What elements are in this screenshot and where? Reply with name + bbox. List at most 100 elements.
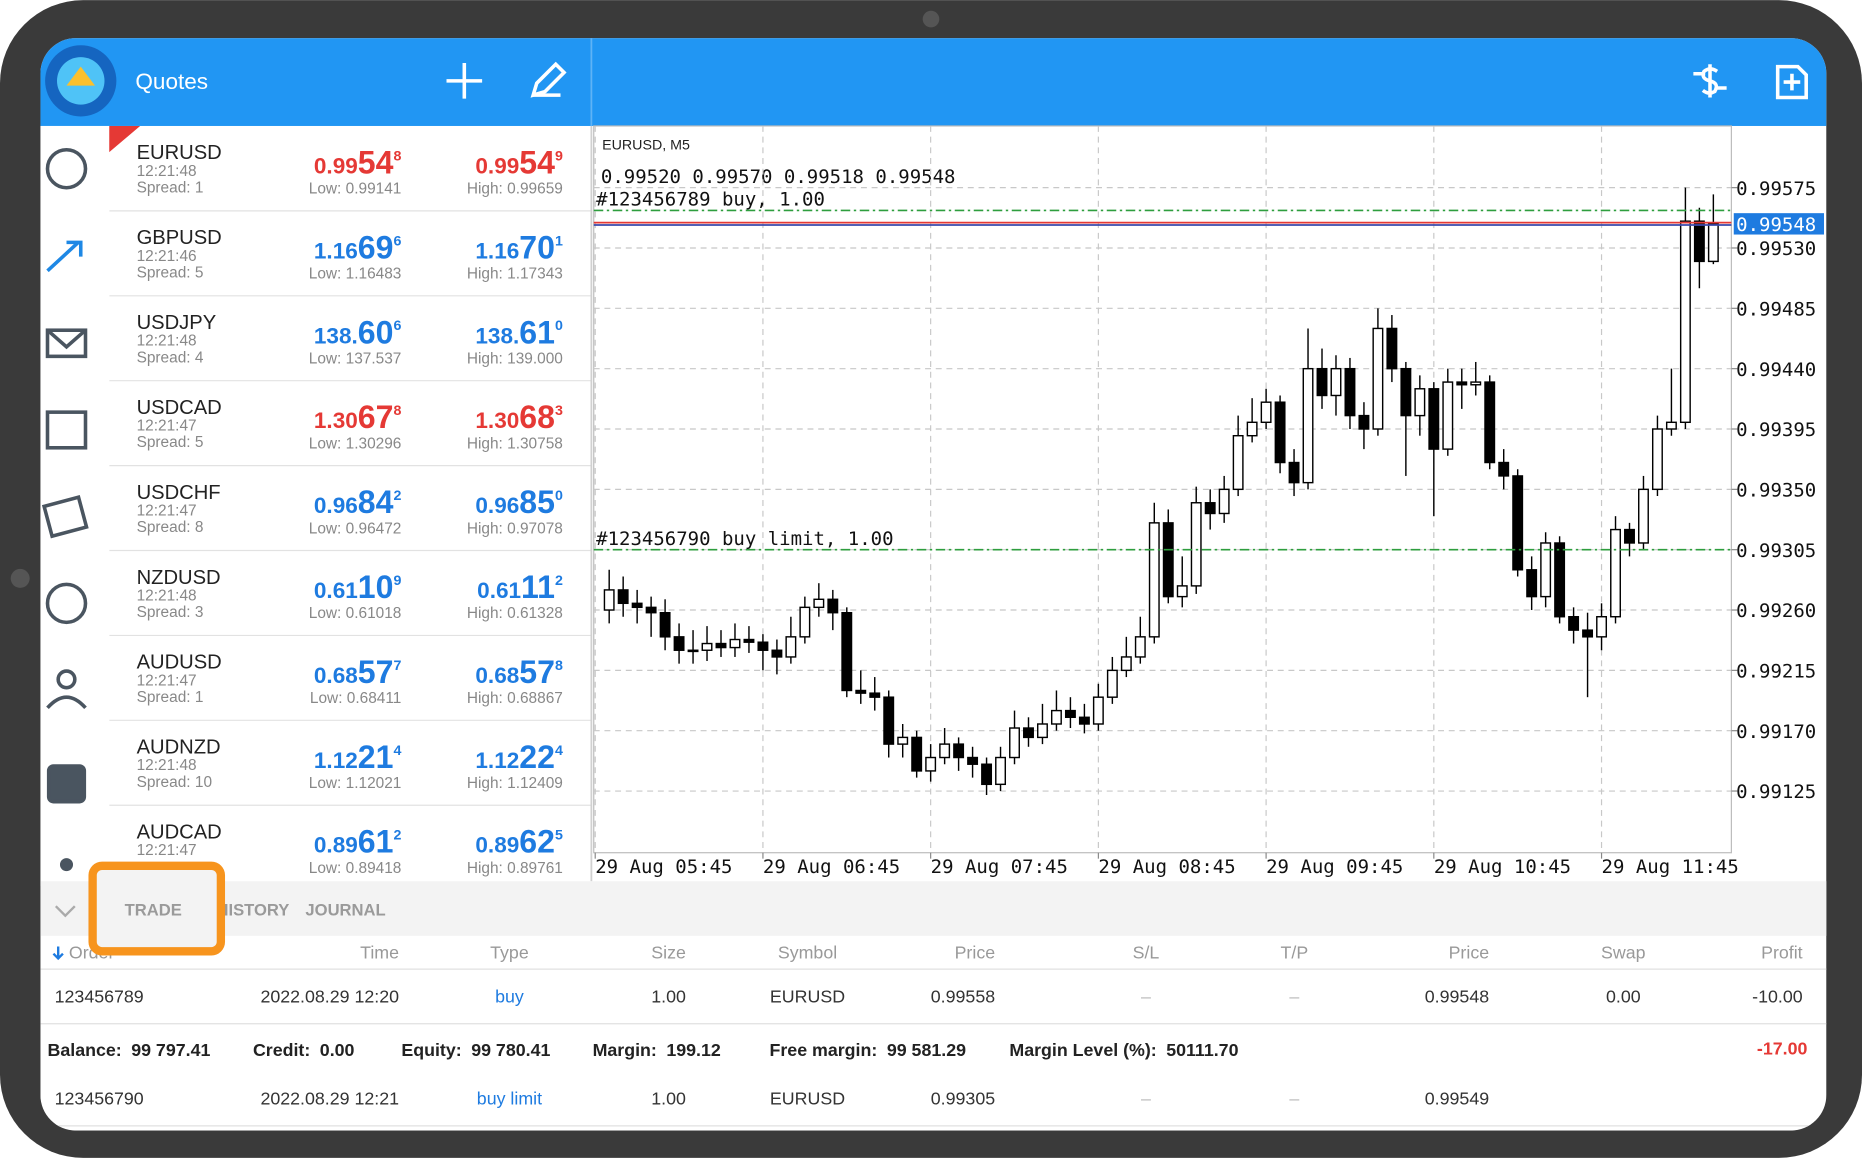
tab-active[interactable]: TRADE <box>125 901 182 920</box>
cell: 2022.08.29 12:21 <box>260 1088 399 1108</box>
spread: Spread: 1 <box>137 179 204 196</box>
candle-body <box>1624 528 1635 544</box>
symbol: NZDUSD <box>137 567 221 589</box>
candle-body <box>701 642 713 651</box>
y-tick-label: 0.99215 <box>1736 660 1816 682</box>
camera <box>922 10 940 28</box>
cell: 0.99548 <box>1425 986 1489 1006</box>
quotes-icon[interactable] <box>46 240 83 273</box>
calendar-icon[interactable] <box>41 494 89 539</box>
chat-icon[interactable] <box>45 582 88 625</box>
collapse-button[interactable] <box>54 905 76 918</box>
candle-body <box>1540 542 1552 598</box>
ask-price: 0.89625 <box>475 824 563 860</box>
cell: 123456790 <box>55 1088 144 1108</box>
high: High: 0.99659 <box>467 181 563 198</box>
candle-body <box>1092 696 1104 725</box>
spread: Spread: 5 <box>137 264 204 281</box>
quote-time: 12:21:47 <box>137 418 197 435</box>
x-tick-label: 29 Aug 06:45 <box>763 856 900 878</box>
candle-body <box>855 689 867 694</box>
summary-item: Balance: 99 797.41 <box>48 1040 211 1060</box>
news-icon[interactable] <box>45 410 88 450</box>
column-header: Symbol <box>778 942 837 962</box>
candle-body <box>1190 502 1202 587</box>
low: Low: 0.99141 <box>309 181 402 198</box>
candle-body <box>1498 461 1510 477</box>
x-tick-label: 29 Aug 10:45 <box>1434 856 1571 878</box>
market-icon[interactable] <box>46 764 87 804</box>
bid-price: 138.606 <box>314 314 402 350</box>
candle-body <box>1106 669 1118 698</box>
high: High: 1.12409 <box>467 775 563 792</box>
cell: 2022.08.29 12:20 <box>260 986 399 1006</box>
bid-tag <box>1733 213 1824 235</box>
candle-body <box>687 649 699 653</box>
y-tick-label: 0.99575 <box>1736 178 1816 200</box>
trade-button[interactable] <box>1693 64 1727 98</box>
bid-price: 0.89612 <box>314 824 402 860</box>
new-order-button[interactable] <box>1775 64 1808 100</box>
symbol: GBPUSD <box>137 227 222 249</box>
y-tick-label: 0.99170 <box>1736 721 1816 743</box>
column-header: Time <box>360 942 399 962</box>
cell: 1.00 <box>651 1088 686 1108</box>
cell: 123456789 <box>55 986 144 1006</box>
tab[interactable]: HISTORY <box>216 901 289 920</box>
candle-body <box>1246 421 1258 437</box>
tab[interactable]: JOURNAL <box>305 901 385 920</box>
candle-body <box>1358 414 1370 430</box>
bid-tag-label: 0.99548 <box>1736 214 1816 236</box>
candle-body <box>603 589 615 611</box>
candle-body <box>827 598 839 614</box>
candle-body <box>1582 629 1594 638</box>
column-header: Profit <box>1761 942 1803 962</box>
cell: EURUSD <box>770 986 845 1006</box>
symbol: USDJPY <box>137 312 217 334</box>
candle-body <box>1148 522 1160 638</box>
account-icon[interactable] <box>45 147 88 190</box>
ask-price: 1.30683 <box>475 399 563 435</box>
add-button[interactable] <box>446 63 483 99</box>
low: Low: 1.16483 <box>309 266 402 283</box>
spread: Spread: 1 <box>137 689 204 706</box>
candle-body <box>1078 716 1090 725</box>
order-label: #123456790 buy limit, 1.00 <box>596 528 893 550</box>
low: Low: 1.12021 <box>309 775 402 792</box>
candle-body <box>911 736 923 772</box>
candle-body <box>1707 223 1719 263</box>
column-header: Size <box>651 942 686 962</box>
candle-body <box>645 606 657 614</box>
mail-icon[interactable] <box>45 328 88 359</box>
candle-body <box>729 638 741 649</box>
candle-body <box>785 636 797 658</box>
cell: – <box>1289 986 1299 1006</box>
highlight-box <box>88 861 226 956</box>
candle-body <box>1232 434 1244 491</box>
candle-body <box>659 611 671 638</box>
app-logo-mark <box>66 66 95 86</box>
candle-body <box>1470 381 1482 386</box>
candle-body <box>1009 727 1020 759</box>
candle-body <box>1120 656 1132 672</box>
candle-body <box>1442 381 1454 450</box>
candle-body <box>1679 220 1691 424</box>
side-rail-icons <box>41 147 89 872</box>
column-header: Swap <box>1601 942 1646 962</box>
community-icon[interactable] <box>56 669 77 690</box>
signal-icon[interactable] <box>59 858 74 872</box>
ask-price: 1.12224 <box>475 739 563 775</box>
column-header: Type <box>490 942 529 962</box>
summary-item: Equity: 99 780.41 <box>401 1040 550 1060</box>
bid-price: 0.61109 <box>314 569 402 605</box>
candle-body <box>1260 401 1272 424</box>
candle-body <box>1554 542 1566 618</box>
cell: 0.99549 <box>1425 1088 1489 1108</box>
candle-body <box>1288 461 1300 484</box>
candle-body <box>757 641 769 651</box>
edit-button[interactable] <box>530 61 567 98</box>
spread: Spread: 3 <box>137 604 204 621</box>
high: High: 0.97078 <box>467 520 563 537</box>
